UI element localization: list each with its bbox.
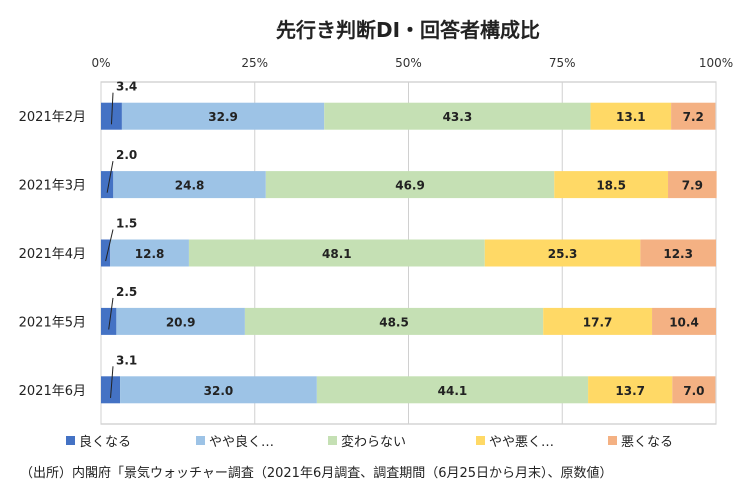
bar-segment (543, 307, 653, 335)
leader-line (106, 161, 114, 193)
data-label: 17.7 (583, 315, 613, 329)
data-label: 12.8 (135, 247, 165, 261)
category-label: 2021年4月 (19, 247, 86, 262)
bar-segment (316, 376, 589, 404)
leader-line (105, 229, 114, 262)
legend-label: 良くなる (79, 434, 131, 450)
bar-segment (116, 307, 245, 335)
data-label: 20.9 (166, 315, 196, 329)
data-label: 13.1 (616, 110, 646, 124)
category-label: 2021年3月 (19, 179, 86, 194)
data-label: 13.7 (615, 384, 645, 398)
legend-label: やや悪く… (489, 435, 554, 450)
leader-line (110, 366, 114, 398)
x-axis-ticks: 0% 25% 50% 75% 100% (91, 56, 733, 70)
x-tick-label: 25% (241, 56, 268, 70)
legend-swatch (328, 436, 337, 445)
data-label: 10.4 (669, 315, 699, 329)
bar-segment (672, 376, 716, 404)
data-label: 46.9 (395, 179, 425, 193)
data-label: 7.2 (683, 110, 704, 124)
legend-swatch (476, 436, 485, 445)
data-label: 3.4 (116, 80, 137, 94)
leader-line (110, 92, 114, 125)
x-tick-label: 75% (549, 56, 576, 70)
legend-swatch (196, 436, 205, 445)
bar-segment (554, 171, 669, 199)
data-label: 7.9 (682, 179, 703, 193)
bar-segment (113, 171, 266, 199)
x-tick-label: 100% (699, 56, 733, 70)
source-note: （出所）内閣府「景気ウォッチャー調査（2021年6月調査、調査期間（6月25日か… (20, 465, 613, 481)
category-label: 2021年2月 (19, 110, 86, 125)
legend-label: 悪くなる (621, 435, 673, 450)
bar-segment (188, 239, 485, 267)
bar-segment (671, 102, 716, 130)
data-label: 44.1 (438, 384, 468, 398)
data-label: 32.0 (204, 384, 234, 398)
bar-segment (265, 171, 555, 199)
category-labels: 2021年2月 2021年3月 2021年4月 2021年5月 2021年6月 (19, 110, 86, 399)
x-tick-label: 50% (395, 56, 422, 70)
legend: 良くなる やや良く… 変わらない やや悪く… 悪くなる (66, 434, 673, 450)
bar-segment (110, 239, 189, 267)
bar-segment (590, 102, 672, 130)
bar-segment (101, 239, 111, 267)
data-label: 32.9 (208, 110, 238, 124)
bar-segment (652, 307, 716, 335)
category-label: 2021年5月 (19, 315, 86, 330)
legend-swatch (608, 436, 617, 445)
x-tick-label: 0% (91, 56, 110, 70)
data-label: 2.0 (116, 148, 137, 162)
data-label: 18.5 (596, 179, 626, 193)
bar-segment (668, 171, 717, 199)
bar-segment (120, 376, 317, 404)
category-label: 2021年6月 (19, 384, 86, 399)
data-label: 24.8 (175, 179, 205, 193)
data-label: 1.5 (116, 217, 137, 231)
bars (101, 102, 717, 404)
data-label: 48.5 (379, 315, 409, 329)
legend-swatch (66, 436, 75, 445)
bar-segment (244, 307, 544, 335)
bar-segment (484, 239, 641, 267)
data-labels: 3.4 32.9 43.3 13.1 7.2 2.0 24.8 46.9 18.5 7.9 1.5 1… (105, 80, 704, 398)
bar-segment (588, 376, 673, 404)
bar-segment (324, 102, 591, 130)
legend-label: 変わらない (341, 434, 406, 450)
data-label: 43.3 (443, 110, 473, 124)
bar-segment (101, 376, 121, 404)
leader-line (108, 297, 114, 330)
legend-label: やや良く… (209, 434, 274, 450)
data-label: 2.5 (116, 285, 137, 299)
data-label: 7.0 (683, 384, 704, 398)
chart-title: 先行き判断DI・回答者構成比 (276, 18, 540, 42)
data-label: 12.3 (663, 247, 693, 261)
bar-segment (640, 239, 716, 267)
bar-segment (101, 307, 117, 335)
data-label: 3.1 (116, 353, 137, 367)
data-label: 48.1 (322, 247, 352, 261)
bar-segment (101, 171, 114, 199)
data-label: 25.3 (548, 247, 578, 261)
bar-segment (121, 102, 325, 130)
